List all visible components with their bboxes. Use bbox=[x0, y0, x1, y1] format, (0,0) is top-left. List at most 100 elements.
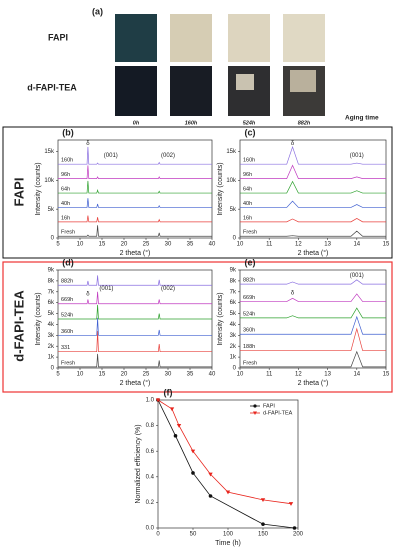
annotation: δ bbox=[291, 290, 295, 296]
group-box bbox=[2, 261, 393, 393]
series-line bbox=[240, 180, 386, 194]
y-tick-label: 0 bbox=[233, 236, 237, 242]
group-label: d-FAPI-TEA bbox=[11, 290, 26, 362]
panel-label: (a) bbox=[92, 6, 103, 16]
x-tick-label: 13 bbox=[324, 372, 331, 378]
x-tick-label: 10 bbox=[77, 372, 84, 378]
series-label: 669h bbox=[243, 295, 255, 301]
panel-label: (b) bbox=[62, 127, 74, 137]
x-axis-label: 2 theta (°) bbox=[298, 379, 329, 387]
annotation: δ bbox=[86, 292, 90, 298]
y-tick-label: 0 bbox=[233, 366, 237, 372]
annotation: (001) bbox=[99, 286, 113, 292]
y-tick-label: 1k bbox=[48, 355, 55, 361]
x-axis-label: 2 theta (°) bbox=[120, 249, 151, 257]
series-line bbox=[58, 225, 212, 237]
time-label: 160h bbox=[185, 120, 198, 126]
x-axis-label: 2 theta (°) bbox=[298, 249, 329, 257]
x-tick-label: 15 bbox=[99, 242, 106, 248]
y-tick-label: 8k bbox=[48, 278, 55, 284]
annotation: (001) bbox=[350, 153, 364, 159]
series-line bbox=[58, 291, 212, 305]
y-tick-label: 9k bbox=[48, 268, 55, 274]
series-label: 360h bbox=[243, 328, 255, 334]
plot-frame bbox=[157, 399, 299, 529]
series-label: 360h bbox=[61, 329, 73, 335]
legend-label: FAPI bbox=[263, 403, 275, 409]
annotation: (001) bbox=[104, 153, 118, 159]
x-tick-label: 12 bbox=[295, 242, 302, 248]
y-tick-label: 4k bbox=[48, 322, 55, 328]
series-line bbox=[58, 198, 212, 208]
x-tick-label: 20 bbox=[121, 242, 128, 248]
x-tick-label: 5 bbox=[56, 242, 60, 248]
series-label: 160h bbox=[61, 158, 73, 164]
plot-frame bbox=[239, 269, 387, 369]
marker bbox=[292, 526, 297, 530]
series-label: 669h bbox=[61, 297, 73, 303]
series-label: Fresh bbox=[243, 230, 257, 236]
x-tick-label: 0 bbox=[156, 532, 160, 538]
x-tick-label: 200 bbox=[293, 532, 304, 538]
y-tick-label: 0 bbox=[51, 366, 55, 372]
series-line bbox=[240, 279, 386, 285]
panel-label: (d) bbox=[62, 257, 74, 267]
x-tick-label: 15 bbox=[99, 372, 106, 378]
series-label: 40h bbox=[61, 201, 70, 207]
series-line bbox=[58, 165, 212, 179]
x-tick-label: 10 bbox=[237, 372, 244, 378]
y-tick-label: 1k bbox=[230, 355, 237, 361]
annotation: δ bbox=[86, 141, 90, 147]
y-tick-label: 6k bbox=[230, 300, 237, 306]
y-tick-label: 5k bbox=[48, 311, 55, 317]
series-label: 188h bbox=[243, 344, 255, 350]
series-line bbox=[58, 330, 212, 353]
marker bbox=[260, 498, 266, 503]
row-label: FAPI bbox=[48, 32, 68, 42]
series-label: 96h bbox=[243, 172, 252, 178]
x-tick-label: 150 bbox=[258, 532, 269, 538]
y-tick-label: 0.6 bbox=[146, 449, 155, 455]
x-axis-label: 2 theta (°) bbox=[120, 379, 151, 387]
series-label: 524h bbox=[243, 311, 255, 317]
x-tick-label: 12 bbox=[295, 372, 302, 378]
y-tick-label: 5k bbox=[48, 207, 55, 213]
y-tick-label: 4k bbox=[230, 322, 237, 328]
series-label: 524h bbox=[61, 312, 73, 318]
series-line bbox=[58, 317, 212, 336]
series-label: 16h bbox=[61, 215, 70, 221]
series-label: 882h bbox=[243, 278, 255, 284]
series-label: 40h bbox=[243, 201, 252, 207]
series-line bbox=[157, 399, 292, 505]
y-tick-label: 0.4 bbox=[146, 474, 155, 480]
time-label: 882h bbox=[298, 120, 311, 126]
marker bbox=[169, 407, 175, 412]
x-tick-label: 14 bbox=[353, 372, 360, 378]
y-tick-label: 5k bbox=[230, 311, 237, 317]
x-tick-label: 13 bbox=[324, 242, 331, 248]
photos bbox=[115, 14, 325, 116]
series-label: 16h bbox=[243, 215, 252, 221]
series-label: 331 bbox=[61, 345, 70, 351]
y-tick-label: 10k bbox=[44, 178, 55, 184]
legend-marker bbox=[253, 411, 257, 415]
marker bbox=[261, 522, 265, 526]
y-tick-label: 10k bbox=[226, 178, 237, 184]
y-tick-label: 3k bbox=[230, 333, 237, 339]
series-label: 96h bbox=[61, 172, 70, 178]
marker bbox=[173, 434, 178, 438]
marker bbox=[288, 502, 294, 506]
y-tick-label: 0.8 bbox=[146, 423, 155, 429]
x-tick-label: 25 bbox=[143, 242, 150, 248]
x-tick-label: 20 bbox=[121, 372, 128, 378]
plot-frame bbox=[239, 139, 387, 239]
x-axis-label: Time (h) bbox=[215, 540, 241, 547]
y-tick-label: 15k bbox=[226, 149, 237, 155]
marker bbox=[176, 424, 182, 428]
x-tick-label: 15 bbox=[383, 242, 390, 248]
y-tick-label: 7k bbox=[48, 289, 55, 295]
x-tick-label: 11 bbox=[266, 242, 273, 248]
x-tick-label: 25 bbox=[143, 372, 150, 378]
y-tick-label: 5k bbox=[230, 207, 237, 213]
